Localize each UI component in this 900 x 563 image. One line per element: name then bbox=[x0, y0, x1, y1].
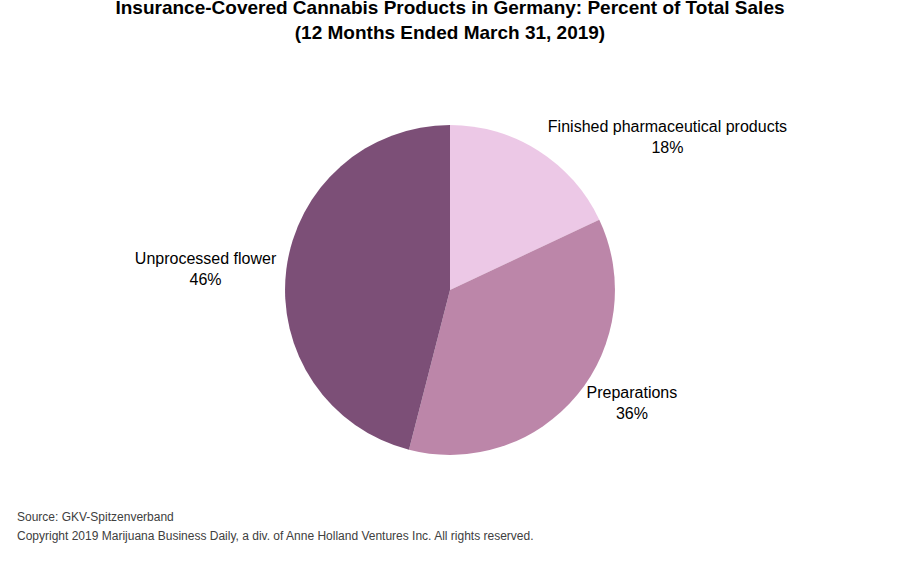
svg-text:Source: GKV-Spitzenverband: Source: GKV-Spitzenverband bbox=[17, 510, 174, 524]
svg-text:Unprocessed flower46%: Unprocessed flower46% bbox=[135, 250, 277, 288]
svg-text:Finished pharmaceutical produc: Finished pharmaceutical products18% bbox=[548, 118, 787, 156]
svg-text:Preparations36%: Preparations36% bbox=[587, 384, 678, 422]
svg-text:Copyright 2019 Marijuana Busin: Copyright 2019 Marijuana Business Daily,… bbox=[17, 529, 534, 543]
svg-text:Insurance-Covered Cannabis Pro: Insurance-Covered Cannabis Products in G… bbox=[115, 0, 784, 43]
